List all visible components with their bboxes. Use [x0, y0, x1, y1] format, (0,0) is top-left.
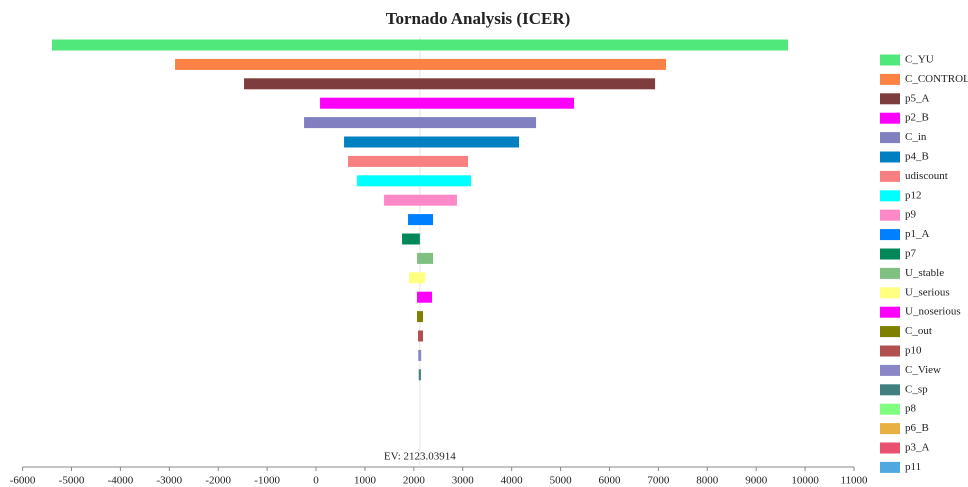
- bar: [384, 194, 458, 206]
- x-tick-label: 7000: [647, 475, 670, 487]
- legend-label: p8: [905, 403, 917, 415]
- legend-label: C_out: [905, 325, 932, 337]
- legend-swatch: [880, 364, 900, 376]
- legend-swatch: [880, 345, 900, 357]
- legend-label: p10: [905, 345, 922, 357]
- x-tick-label: 0: [313, 475, 319, 487]
- legend-label: p6_B: [905, 422, 929, 434]
- bar: [357, 175, 472, 187]
- bar: [402, 233, 420, 245]
- legend-swatch: [880, 170, 900, 182]
- legend-label: p2_B: [905, 112, 929, 124]
- legend-swatch: [880, 248, 900, 260]
- x-tick-label: 1000: [354, 475, 377, 487]
- chart-title: Tornado Analysis (ICER): [386, 9, 571, 28]
- legend-swatch: [880, 54, 900, 66]
- legend-label: p4_B: [905, 151, 929, 163]
- legend-swatch: [880, 112, 900, 124]
- legend-swatch: [880, 442, 900, 454]
- legend-label: C_CONTROL: [905, 73, 968, 85]
- bar: [417, 311, 424, 323]
- x-tick-label: 4000: [501, 475, 524, 487]
- x-tick-label: -3000: [156, 475, 182, 487]
- x-tick-label: 10000: [791, 475, 819, 487]
- legend-label: U_noserious: [905, 306, 961, 318]
- legend-label: p12: [905, 189, 922, 201]
- legend-swatch: [880, 151, 900, 163]
- legend-label: p1_A: [905, 228, 930, 240]
- bar: [344, 136, 520, 148]
- legend-label: C_sp: [905, 383, 928, 395]
- x-tick-label: -6000: [10, 475, 36, 487]
- legend-label: C_YU: [905, 54, 934, 66]
- x-tick-label: 11000: [840, 475, 868, 487]
- legend-swatch: [880, 326, 900, 338]
- legend-swatch: [880, 384, 900, 396]
- legend-swatch: [880, 190, 900, 202]
- bar: [409, 272, 426, 284]
- legend-swatch: [880, 461, 900, 473]
- legend-swatch: [880, 229, 900, 241]
- x-tick-label: -1000: [254, 475, 280, 487]
- legend-swatch: [880, 403, 900, 415]
- legend-swatch: [880, 73, 900, 85]
- legend-label: udiscount: [905, 170, 948, 182]
- x-tick-label: 9000: [745, 475, 768, 487]
- x-tick-label: 5000: [550, 475, 573, 487]
- legend-swatch: [880, 93, 900, 105]
- legend-label: p9: [905, 209, 917, 221]
- bar: [408, 214, 434, 226]
- bar: [417, 252, 434, 264]
- legend-label: p7: [905, 248, 917, 260]
- legend-label: p5_A: [905, 92, 930, 104]
- legend-label: p11: [905, 461, 921, 473]
- bar: [244, 78, 656, 90]
- x-tick-label: 2000: [403, 475, 426, 487]
- bar: [175, 58, 667, 70]
- legend-label: U_serious: [905, 286, 950, 298]
- bar: [320, 97, 575, 109]
- bar: [348, 155, 469, 167]
- legend-label: p3_A: [905, 442, 930, 454]
- x-tick-label: -4000: [108, 475, 134, 487]
- bar: [304, 117, 537, 129]
- x-tick-label: -2000: [205, 475, 231, 487]
- legend-swatch: [880, 132, 900, 144]
- bar: [418, 349, 422, 361]
- legend-swatch: [880, 287, 900, 299]
- legend-swatch: [880, 267, 900, 279]
- x-tick-label: -5000: [59, 475, 85, 487]
- legend-swatch: [880, 209, 900, 221]
- legend-swatch: [880, 306, 900, 318]
- bar: [51, 39, 789, 51]
- bar: [418, 369, 421, 381]
- legend-swatch: [880, 423, 900, 435]
- x-tick-label: 3000: [452, 475, 475, 487]
- legend-label: C_View: [905, 364, 941, 376]
- legend-label: U_stable: [905, 267, 944, 279]
- bar: [418, 330, 424, 342]
- legend-label: C_in: [905, 131, 927, 143]
- bar: [417, 291, 433, 303]
- x-tick-label: 8000: [696, 475, 719, 487]
- x-tick-label: 6000: [598, 475, 621, 487]
- ev-label: EV: 2123.03914: [384, 451, 456, 463]
